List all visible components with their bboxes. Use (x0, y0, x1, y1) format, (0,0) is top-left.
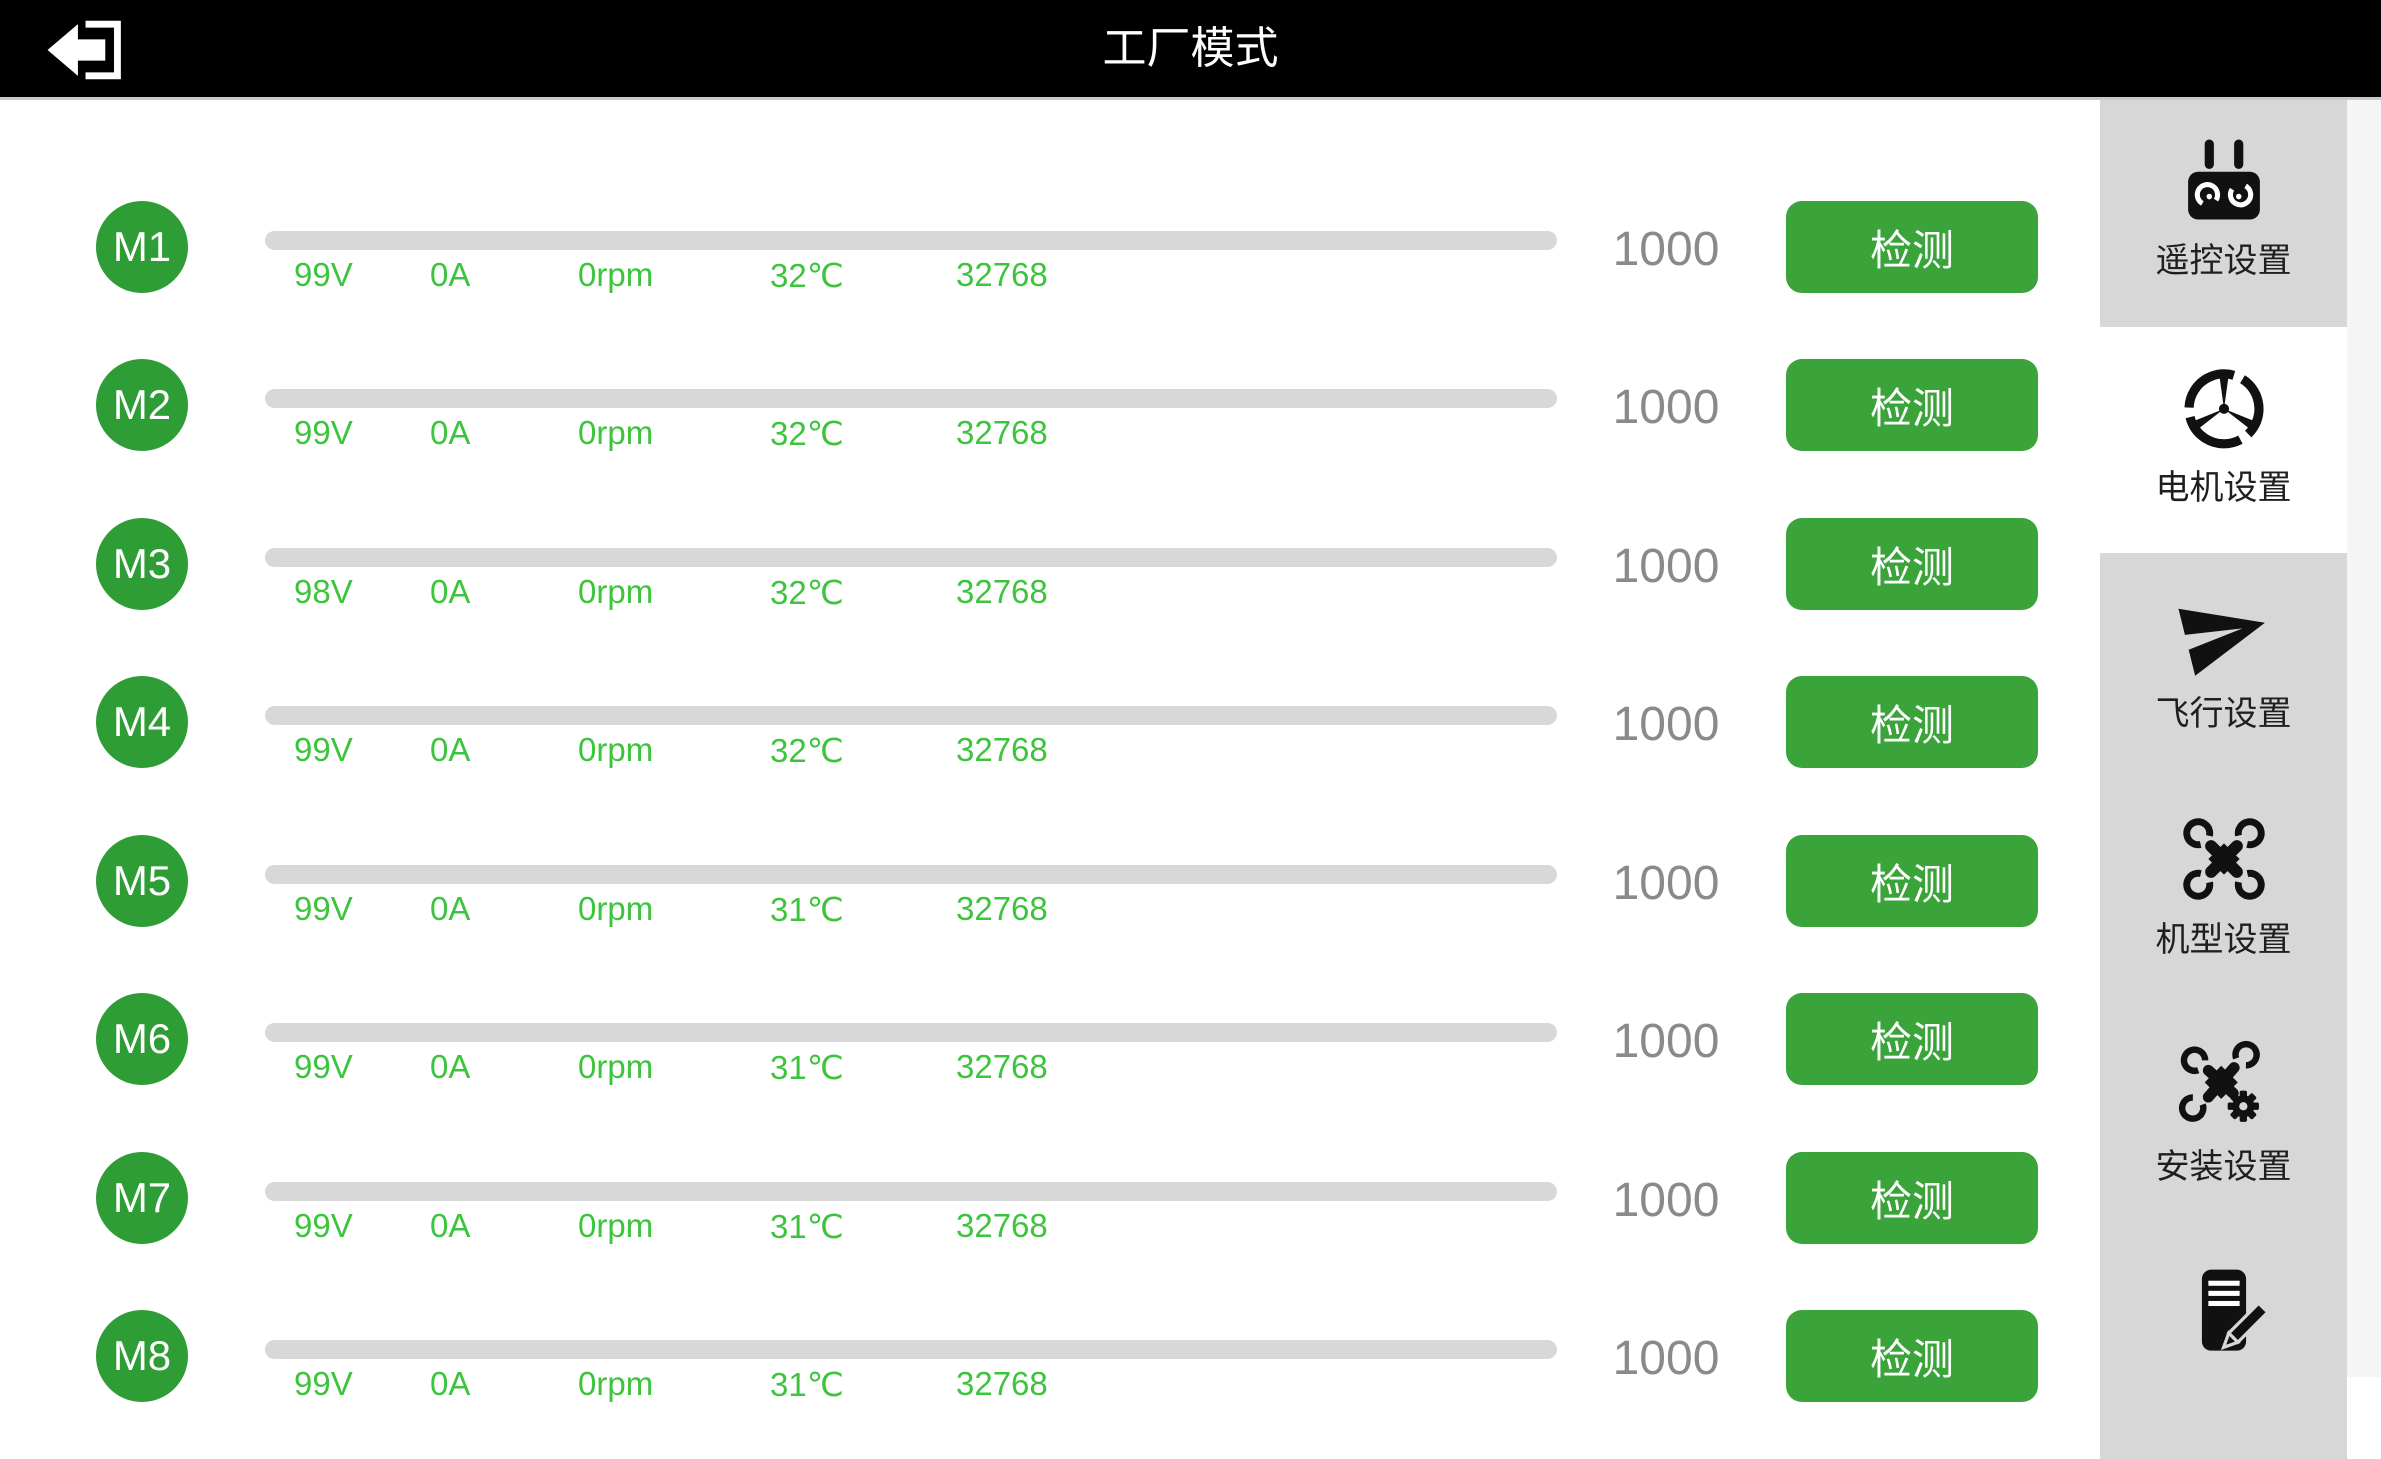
airframe-drone-icon (2178, 813, 2270, 905)
sidebar-item-label: 飞行设置 (2155, 695, 2292, 733)
raw-value: 32768 (956, 573, 1048, 610)
motor-badge: M5 (96, 835, 188, 927)
raw-value: 32768 (956, 256, 1048, 293)
motor-list: M1 99V 0A 0rpm 32℃ 32768 1000 检测 M2 99V … (96, 201, 2038, 1403)
raw-value: 32768 (956, 731, 1048, 768)
voltage-value: 99V (294, 1365, 353, 1402)
rpm-value: 0rpm (578, 1048, 654, 1085)
top-bar: 工厂模式 (0, 0, 2381, 100)
pwm-value: 1000 (1612, 1332, 1720, 1385)
temperature-value: 32℃ (770, 574, 844, 611)
rpm-value: 0rpm (578, 731, 654, 768)
log-edit-icon (2178, 1266, 2270, 1358)
sidebar-item-install-settings[interactable]: 安装设置 (2100, 1006, 2347, 1233)
sidebar-item-motor-settings[interactable]: 电机设置 (2100, 327, 2347, 554)
sidebar-item-label: 机型设置 (2155, 921, 2292, 959)
sidebar-item-airframe-settings[interactable]: 机型设置 (2100, 779, 2347, 1006)
gear (2227, 1090, 2259, 1122)
motor-badge: M6 (96, 993, 188, 1085)
detect-button[interactable]: 检测 (1786, 359, 2038, 451)
detect-button[interactable]: 检测 (1786, 835, 2038, 927)
voltage-value: 99V (294, 1048, 353, 1085)
pwm-value: 1000 (1612, 1015, 1720, 1068)
sidebar-item-remote-settings[interactable]: 遥控设置 (2100, 100, 2347, 327)
throttle-slider-track[interactable] (265, 1023, 1557, 1042)
back-button[interactable] (34, 12, 134, 88)
throttle-slider-track[interactable] (265, 706, 1557, 725)
settings-sidebar: 遥控设置 电机设置 飞行设置 (2100, 100, 2381, 1459)
detect-button[interactable]: 检测 (1786, 201, 2038, 293)
rpm-value: 0rpm (578, 573, 654, 610)
current-value: 0A (430, 414, 471, 451)
raw-value: 32768 (956, 890, 1048, 927)
pwm-value: 1000 (1612, 857, 1720, 910)
current-value: 0A (430, 256, 471, 293)
flight-send-icon (2177, 587, 2270, 679)
rpm-value: 0rpm (578, 414, 654, 451)
remote-control-icon (2178, 134, 2270, 226)
current-value: 0A (430, 1365, 471, 1402)
voltage-value: 99V (294, 414, 353, 451)
detect-button[interactable]: 检测 (1786, 1310, 2038, 1402)
motor-badge: M1 (96, 201, 188, 293)
voltage-value: 99V (294, 731, 353, 768)
page-title: 工厂模式 (1102, 24, 1279, 73)
current-value: 0A (430, 890, 471, 927)
motor-badge: M7 (96, 1152, 188, 1244)
temperature-value: 31℃ (770, 1366, 844, 1403)
rpm-value: 0rpm (578, 1207, 654, 1244)
throttle-slider-track[interactable] (265, 865, 1557, 884)
detect-button[interactable]: 检测 (1786, 676, 2038, 768)
detect-button[interactable]: 检测 (1786, 518, 2038, 610)
sidebar-item-label: 电机设置 (2155, 469, 2292, 507)
sidebar-item-log-settings[interactable] (2100, 1232, 2347, 1459)
temperature-value: 31℃ (770, 1208, 844, 1245)
pwm-value: 1000 (1612, 223, 1720, 276)
temperature-value: 31℃ (770, 1049, 844, 1086)
sidebar-item-label: 遥控设置 (2155, 242, 2292, 280)
pwm-value: 1000 (1612, 540, 1720, 593)
throttle-slider-track[interactable] (265, 548, 1557, 567)
current-value: 0A (430, 1048, 471, 1085)
motor-badge: M8 (96, 1310, 188, 1402)
rpm-value: 0rpm (578, 890, 654, 927)
sidebar-item-flight-settings[interactable]: 飞行设置 (2100, 553, 2347, 780)
raw-value: 32768 (956, 414, 1048, 451)
voltage-value: 98V (294, 573, 353, 610)
raw-value: 32768 (956, 1048, 1048, 1085)
temperature-value: 32℃ (770, 415, 844, 452)
voltage-value: 99V (294, 256, 353, 293)
raw-value: 32768 (956, 1365, 1048, 1402)
voltage-value: 99V (294, 1207, 353, 1244)
temperature-value: 32℃ (770, 257, 844, 294)
current-value: 0A (430, 731, 471, 768)
current-value: 0A (430, 1207, 471, 1244)
throttle-slider-track[interactable] (265, 1182, 1557, 1201)
throttle-slider-track[interactable] (265, 231, 1557, 250)
rpm-value: 0rpm (578, 1365, 654, 1402)
voltage-value: 99V (294, 890, 353, 927)
pwm-value: 1000 (1612, 381, 1720, 434)
throttle-slider-track[interactable] (265, 389, 1557, 408)
temperature-value: 32℃ (770, 732, 844, 769)
detect-button[interactable]: 检测 (1786, 993, 2038, 1085)
detect-button[interactable]: 检测 (1786, 1152, 2038, 1244)
rpm-value: 0rpm (578, 256, 654, 293)
motor-badge: M2 (96, 359, 188, 451)
sidebar-item-label: 安装设置 (2155, 1148, 2292, 1186)
exit-back-icon (34, 12, 134, 88)
motor-propeller-icon (2178, 361, 2270, 453)
current-value: 0A (430, 573, 471, 610)
raw-value: 32768 (956, 1207, 1048, 1244)
motor-badge: M4 (96, 676, 188, 768)
motor-badge: M3 (96, 518, 188, 610)
temperature-value: 31℃ (770, 891, 844, 928)
pwm-value: 1000 (1612, 1174, 1720, 1227)
pwm-value: 1000 (1612, 698, 1720, 751)
throttle-slider-track[interactable] (265, 1340, 1557, 1359)
install-drone-gear-icon (2178, 1040, 2270, 1132)
